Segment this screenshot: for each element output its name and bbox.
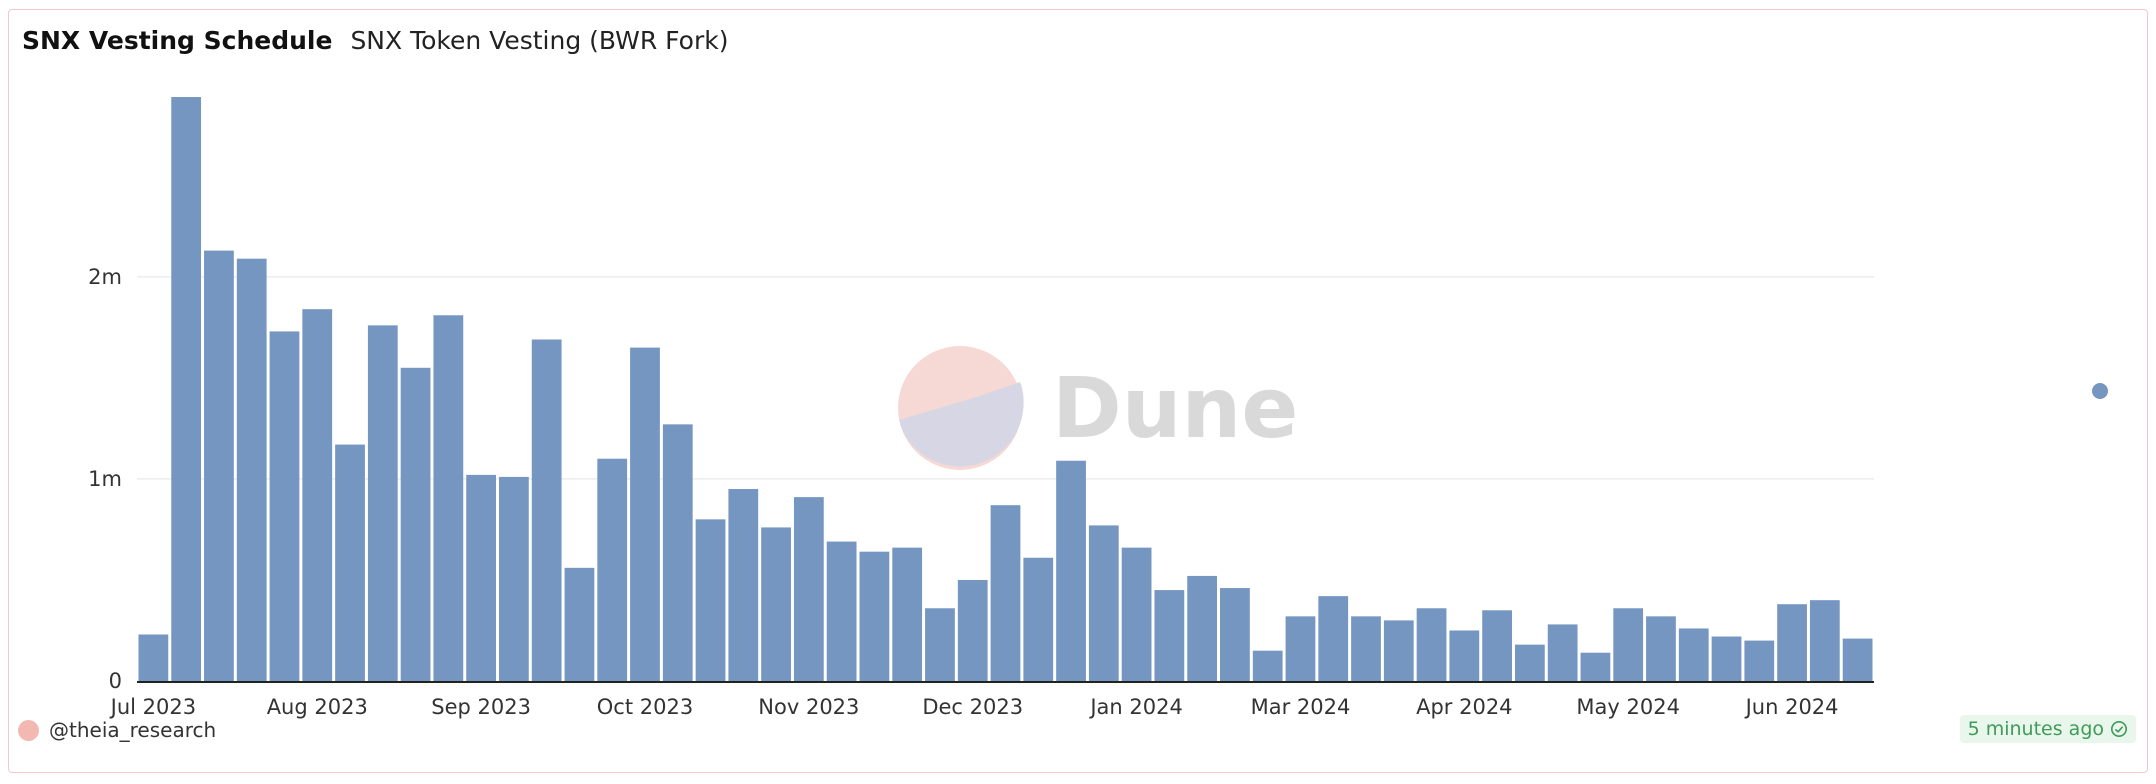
bar[interactable]	[990, 505, 1021, 681]
bar[interactable]	[1121, 547, 1152, 681]
bar[interactable]	[1449, 630, 1480, 681]
bar[interactable]	[892, 547, 923, 681]
bar[interactable]	[269, 331, 300, 681]
bar[interactable]	[433, 315, 464, 681]
bar[interactable]	[531, 339, 562, 682]
bar[interactable]	[1777, 604, 1807, 681]
bar[interactable]	[761, 527, 791, 681]
bar[interactable]	[1154, 590, 1185, 681]
bar[interactable]	[466, 474, 497, 681]
dune-watermark-text: Dune	[1052, 359, 1298, 457]
visualization-title: SNX Token Vesting (BWR Fork)	[350, 26, 729, 55]
x-tick-label: Dec 2023	[922, 695, 1023, 719]
x-tick-label: Mar 2024	[1251, 695, 1351, 719]
x-tick-label: May 2024	[1576, 695, 1680, 719]
bar[interactable]	[1056, 460, 1086, 681]
bar[interactable]	[630, 347, 660, 681]
bar[interactable]	[695, 519, 726, 681]
chart-header: SNX Vesting Schedule SNX Token Vesting (…	[22, 26, 728, 55]
bar[interactable]	[1416, 608, 1447, 681]
bar[interactable]	[236, 258, 267, 681]
bar[interactable]	[1220, 588, 1250, 681]
y-tick-label: 0	[109, 669, 122, 693]
x-tick-label: Nov 2023	[758, 695, 859, 719]
bar[interactable]	[1318, 596, 1349, 681]
dune-logo-icon	[898, 346, 1024, 470]
bar[interactable]	[171, 97, 202, 681]
bar[interactable]	[138, 634, 169, 681]
bar[interactable]	[1580, 652, 1611, 681]
bar[interactable]	[1646, 616, 1676, 681]
bar[interactable]	[335, 444, 365, 681]
author-username[interactable]: @theia_research	[49, 718, 217, 742]
bar[interactable]	[367, 325, 398, 681]
x-tick-label: Oct 2023	[597, 695, 693, 719]
bar[interactable]	[728, 489, 759, 681]
x-tick-label: Jun 2024	[1744, 695, 1839, 719]
x-tick-label: Sep 2023	[431, 695, 531, 719]
x-tick-label: Apr 2024	[1416, 695, 1512, 719]
bar[interactable]	[1744, 640, 1775, 681]
bar[interactable]	[1711, 636, 1742, 681]
bar[interactable]	[957, 579, 988, 681]
x-tick-label: Jul 2023	[109, 695, 196, 719]
bar[interactable]	[597, 458, 628, 681]
query-title[interactable]: SNX Vesting Schedule	[22, 26, 333, 55]
bar[interactable]	[1252, 650, 1283, 681]
bar[interactable]	[1187, 575, 1218, 681]
bar[interactable]	[1613, 608, 1644, 681]
bar[interactable]	[1809, 600, 1840, 681]
bar[interactable]	[499, 476, 529, 681]
updated-text: 5 minutes ago	[1967, 718, 2104, 740]
bar[interactable]	[204, 250, 234, 681]
bar[interactable]	[1383, 620, 1414, 681]
bar[interactable]	[1351, 616, 1381, 681]
bar[interactable]	[1842, 638, 1873, 681]
y-tick-label: 1m	[88, 467, 122, 491]
bar[interactable]	[662, 424, 693, 681]
bar[interactable]	[826, 541, 857, 681]
avatar	[18, 719, 39, 741]
bar[interactable]	[1678, 628, 1709, 681]
bar[interactable]	[1514, 644, 1545, 681]
bar[interactable]	[925, 608, 955, 681]
bar[interactable]	[1482, 610, 1512, 681]
bar[interactable]	[400, 367, 431, 681]
bar[interactable]	[302, 309, 333, 681]
x-tick-label: Jan 2024	[1088, 695, 1183, 719]
legend-series-marker[interactable]	[2092, 383, 2108, 399]
author[interactable]: @theia_research	[18, 718, 216, 742]
bar[interactable]	[1285, 616, 1316, 681]
bar[interactable]	[1023, 557, 1054, 681]
dune-watermark: Dune	[898, 346, 1298, 470]
updated-badge: 5 minutes ago	[1959, 715, 2136, 743]
check-circle-icon	[2110, 720, 2128, 738]
x-tick-label: Aug 2023	[267, 695, 368, 719]
bar[interactable]	[1088, 525, 1119, 681]
bar[interactable]	[793, 497, 824, 681]
bar[interactable]	[564, 567, 595, 681]
bar[interactable]	[859, 551, 890, 681]
y-tick-label: 2m	[88, 265, 122, 289]
bar[interactable]	[1547, 624, 1578, 681]
